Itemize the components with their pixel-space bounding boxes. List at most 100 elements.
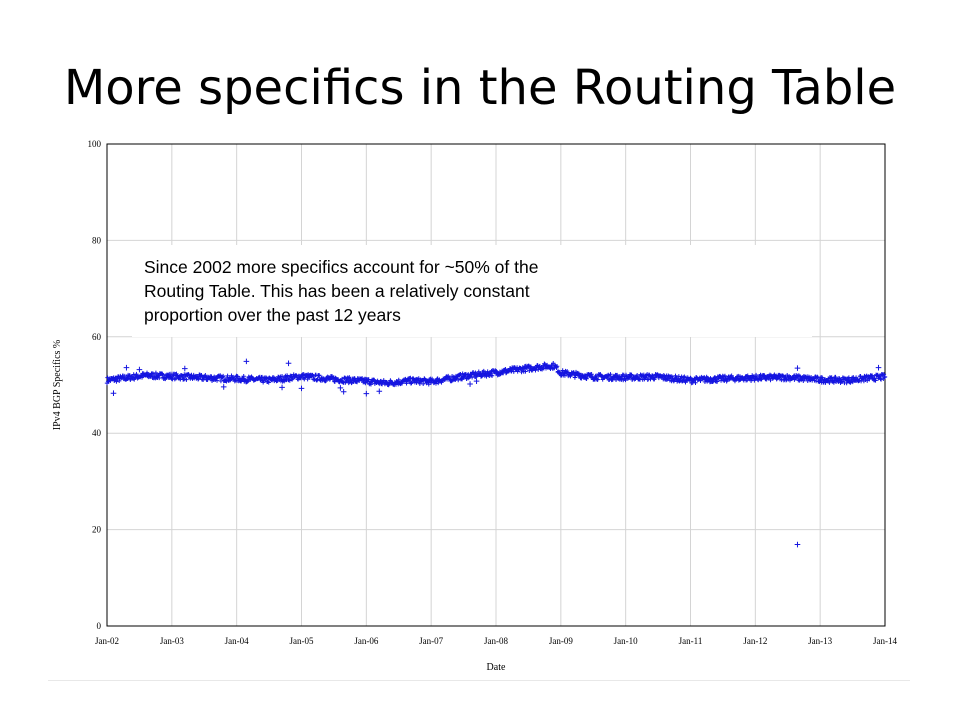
data-point: [335, 377, 341, 382]
outlier-point: [340, 388, 347, 395]
data-point: [693, 380, 698, 385]
data-point: [112, 378, 117, 383]
outlier-point: [337, 385, 344, 391]
data-point: [287, 378, 293, 383]
data-point: [805, 378, 810, 384]
data-point: [489, 373, 495, 378]
data-point: [608, 372, 613, 377]
annotation-line-2: Routing Table. This has been a relativel…: [144, 281, 530, 301]
outlier-point: [376, 388, 383, 395]
data-point: [833, 374, 838, 380]
data-point: [349, 380, 354, 386]
data-point: [421, 381, 426, 387]
data-point: [368, 382, 374, 387]
data-point: [433, 381, 439, 386]
data-point: [827, 380, 832, 385]
data-point: [426, 382, 431, 387]
data-point: [160, 372, 165, 377]
data-point: [712, 375, 717, 381]
tick-labels: Jan-02 Jan-03 Jan-04 Jan-05 Jan-06 Jan-07 Jan-…: [88, 139, 898, 646]
outlier-point: [220, 384, 227, 390]
data-point: [583, 376, 589, 381]
data-point: [157, 375, 162, 381]
data-point: [485, 369, 490, 374]
outlier-point: [467, 381, 473, 387]
data-point: [150, 371, 156, 376]
annotation-line-3: proportion over the past 12 years: [144, 305, 401, 325]
data-point: [464, 376, 469, 382]
x-tick-label: Jan-11: [679, 636, 703, 646]
y-tick-label: 80: [92, 235, 102, 245]
data-point: [235, 374, 240, 379]
data-point: [669, 374, 675, 380]
x-tick-label: Jan-05: [290, 636, 314, 646]
data-point: [344, 378, 350, 383]
x-tick-label: Jan-14: [873, 636, 897, 646]
x-tick-label: Jan-09: [549, 636, 573, 646]
outlier-point: [279, 384, 285, 391]
footer-divider: [48, 680, 910, 681]
data-point: [523, 369, 528, 374]
data-point: [664, 377, 670, 382]
data-point: [753, 372, 759, 378]
data-point: [409, 379, 415, 384]
outlier-point: [243, 358, 250, 365]
data-point: [614, 372, 620, 378]
data-point: [180, 374, 185, 380]
x-axis-label: Date: [487, 662, 506, 673]
data-point: [536, 367, 541, 372]
data-point: [220, 373, 226, 379]
data-point: [332, 378, 337, 384]
x-tick-label: Jan-12: [743, 636, 767, 646]
data-point: [831, 380, 837, 385]
data-point: [627, 375, 632, 380]
data-point: [245, 379, 250, 384]
data-point: [159, 371, 165, 376]
data-point: [613, 377, 619, 383]
data-point: [241, 373, 246, 379]
data-point: [870, 373, 875, 378]
data-point: [881, 372, 887, 377]
outlier-point: [473, 378, 480, 384]
data-point: [589, 372, 594, 377]
data-point: [714, 379, 720, 384]
outlier-point: [298, 385, 305, 392]
x-tick-label: Jan-02: [95, 636, 119, 646]
outlier-point: [794, 541, 801, 548]
data-point: [511, 369, 516, 374]
data-point: [354, 379, 360, 385]
x-tick-label: Jan-10: [614, 636, 638, 646]
outlier-point: [794, 365, 801, 371]
data-point: [820, 375, 825, 380]
data-point: [595, 377, 600, 382]
data-point: [456, 377, 461, 383]
data-point: [114, 379, 119, 384]
data-point: [184, 377, 189, 382]
y-tick-label: 0: [97, 621, 102, 631]
y-tick-label: 100: [88, 139, 102, 149]
x-tick-label: Jan-13: [808, 636, 832, 646]
data-point: [245, 378, 251, 383]
data-point: [414, 380, 419, 385]
data-point: [214, 378, 220, 383]
x-tick-label: Jan-03: [160, 636, 184, 646]
outlier-point: [285, 360, 292, 367]
data-point: [458, 372, 463, 377]
data-point: [266, 380, 271, 385]
data-point: [533, 368, 538, 373]
x-tick-label: Jan-06: [354, 636, 378, 646]
data-point: [878, 377, 884, 382]
data-points: [104, 358, 888, 548]
data-point: [872, 375, 877, 381]
data-point: [649, 373, 655, 378]
annotation-box: Since 2002 more specifics account for ~5…: [132, 245, 812, 337]
outlier-point: [875, 364, 882, 371]
data-point: [122, 373, 127, 379]
data-point: [460, 371, 465, 376]
data-point: [752, 378, 757, 383]
outlier-point: [182, 365, 188, 372]
data-point: [396, 377, 401, 383]
y-axis-label: IPv4 BGP Specifics %: [52, 340, 63, 430]
data-point: [768, 377, 773, 383]
